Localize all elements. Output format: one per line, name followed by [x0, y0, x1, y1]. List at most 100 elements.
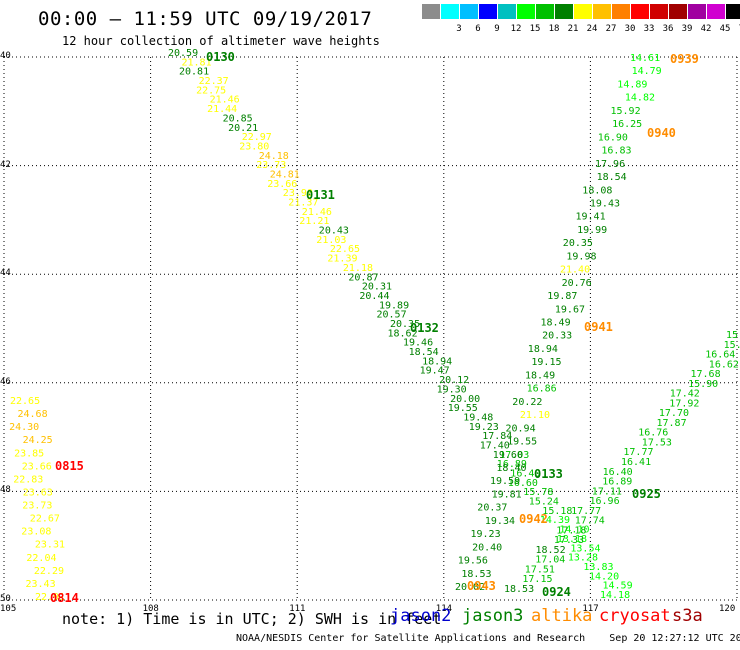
y-tick-label: 48 [0, 485, 11, 496]
scale-swatch [574, 4, 592, 19]
scale-swatch [479, 4, 497, 19]
wave-height-value: 20.40 [472, 542, 502, 553]
wave-height-value: 18.49 [541, 318, 571, 329]
wave-height-value: 19.15 [531, 357, 561, 368]
wave-height-value: 20.85 [223, 113, 253, 124]
wave-height-value: 17.84 [482, 431, 512, 442]
scale-label: 42 [700, 24, 712, 34]
wave-height-value: 16.96 [590, 496, 620, 507]
wave-height-value: 20.57 [377, 310, 407, 321]
page-title: 00:00 – 11:59 UTC 09/19/2017 [38, 8, 373, 30]
x-tick-label: 108 [142, 604, 159, 614]
wave-height-value: 13.18 [557, 534, 587, 545]
satellite-tracks: 20.5921.8120.8122.3722.7521.4621.4420.85… [9, 48, 740, 603]
wave-height-value: 18.08 [582, 185, 612, 196]
wave-height-value: 18.49 [525, 370, 555, 381]
wave-height-value: 19.60 [493, 450, 523, 461]
pass-time-label: 0133 [534, 467, 563, 481]
wave-height-value: 20.81 [179, 67, 209, 78]
pass-time-label: 0943 [467, 579, 496, 593]
wave-height-value: 18.94 [528, 344, 558, 355]
wave-height-value: 22.67 [30, 514, 60, 525]
wave-height-value: 20.21 [228, 123, 258, 134]
wave-height-value: 21.46 [302, 207, 332, 218]
wave-height-value: 19.30 [437, 384, 467, 395]
scale-swatch [441, 4, 459, 19]
wave-height-value: 14.61 [630, 53, 660, 64]
y-tick-label: 44 [0, 268, 11, 279]
wave-height-value: 16.86 [527, 384, 557, 395]
wave-height-value: 16.83 [601, 146, 631, 157]
wave-height-value: 17.74 [575, 516, 605, 527]
wave-height-value: 19.55 [448, 403, 478, 414]
wave-height-value: 17.77 [571, 506, 601, 517]
y-tick-label: 46 [0, 376, 11, 387]
wave-height-value: 19.41 [576, 212, 606, 223]
wave-height-value: 21.03 [316, 235, 346, 246]
wave-height-value: 20.59 [168, 48, 198, 59]
wave-height-value: 16.40 [603, 467, 633, 478]
wave-height-value: 23.85 [14, 448, 44, 459]
wave-height-value: 20.37 [477, 503, 507, 514]
x-tick-label: 120 [719, 604, 736, 614]
wave-height-value: 15.9 [724, 340, 740, 351]
wave-height-value: 22.65 [10, 396, 40, 407]
wave-height-value: 16.40 [510, 469, 540, 480]
wave-height-value: 20.43 [319, 226, 349, 237]
wave-height-value: 23.80 [239, 141, 269, 152]
wave-height-value: 17.40 [480, 441, 510, 452]
wave-height-value: 22.75 [196, 85, 226, 96]
wave-height-value: 17.33 [554, 535, 584, 546]
wave-height-value: 19.43 [590, 199, 620, 210]
x-tick-label: 105 [0, 604, 17, 614]
scale-label: 15 [529, 24, 541, 34]
wave-height-value: 20.44 [359, 291, 389, 302]
wave-height-value: 22.29 [34, 566, 64, 577]
wave-height-value: 16.89 [602, 477, 632, 488]
scale-label: 30 [624, 24, 636, 34]
wave-height-value: 20.33 [542, 331, 572, 342]
wave-height-value: 15.18 [542, 506, 572, 517]
pass-time-label: 0940 [647, 126, 676, 140]
scale-label: 9 [494, 24, 500, 34]
pass-time-label: 0924 [542, 585, 571, 599]
scale-swatch [726, 4, 740, 19]
wave-height-value: 21.40 [560, 265, 590, 276]
pass-time-label: 0131 [306, 188, 335, 202]
wave-height-value: 13.54 [570, 543, 600, 554]
y-tick-label: 42 [0, 159, 11, 170]
legend-item-cryosat: cryosat [599, 606, 671, 626]
wave-height-value: 18.54 [597, 172, 627, 183]
wave-height-value: 19.67 [555, 304, 585, 315]
wave-height-value: 20.12 [439, 375, 469, 386]
scale-swatch [517, 4, 535, 19]
wave-height-value: 19.81 [492, 489, 522, 500]
credit-line: NOAA/NESDIS Center for Satellite Applica… [236, 633, 740, 644]
scale-swatch [536, 4, 554, 19]
scale-swatch [555, 4, 573, 19]
wave-height-value: 23.73 [256, 160, 286, 171]
scale-label: 21 [567, 24, 579, 34]
wave-height-value: 21.81 [182, 57, 212, 68]
wave-height-value: 20.22 [512, 397, 542, 408]
wave-height-value: 17.87 [657, 418, 687, 429]
scale-label: 27 [605, 24, 617, 34]
y-tick-label: 40 [0, 51, 11, 61]
wave-height-value: 17.77 [623, 447, 653, 458]
wave-height-value: 21.37 [288, 198, 318, 209]
wave-height-value: 18.53 [461, 569, 491, 580]
wave-height-value: 17.18 [556, 525, 586, 536]
scale-swatch [669, 4, 687, 19]
wave-height-value: 16.62 [709, 359, 739, 370]
wave-height-value: 23.66 [267, 179, 297, 190]
wave-height-value: 17.53 [642, 438, 672, 449]
x-tick-label: 114 [435, 604, 453, 614]
scale-swatch [422, 4, 440, 19]
wave-height-value: 24.18 [259, 151, 289, 162]
wave-height-value: 17.11 [592, 486, 622, 497]
scale-swatch [650, 4, 668, 19]
wave-height-value: 17.04 [535, 555, 565, 566]
wave-height-value: 16.90 [598, 132, 628, 143]
wave-height-value: 22.65 [330, 244, 360, 255]
wave-height-value: 18.54 [409, 347, 439, 358]
